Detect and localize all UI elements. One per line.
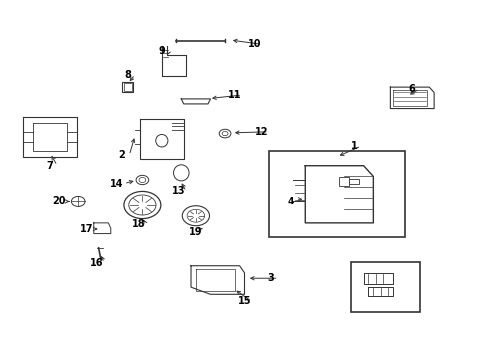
Bar [268,152,404,237]
Text: 4: 4 [287,197,293,206]
Circle shape [123,192,161,219]
Ellipse shape [156,134,167,147]
Circle shape [187,209,204,222]
Text: 18: 18 [131,219,145,229]
Text: 16: 16 [90,258,104,268]
Text: 7: 7 [46,161,53,171]
Text: 12: 12 [254,127,268,137]
Bar [123,83,131,91]
Text: 11: 11 [227,90,241,100]
Text: 6: 6 [408,84,415,94]
Circle shape [128,195,156,215]
Text: 3: 3 [267,273,274,283]
Text: 15: 15 [237,296,251,306]
Bar [339,177,348,186]
Circle shape [182,206,209,226]
Text: 1: 1 [350,141,357,151]
Text: 8: 8 [124,69,131,80]
Circle shape [136,175,148,185]
Circle shape [139,177,145,183]
Text: 19: 19 [189,227,202,237]
Circle shape [219,129,230,138]
Text: 13: 13 [172,186,185,197]
Bar [351,262,419,312]
Text: 9: 9 [158,46,165,56]
Text: 14: 14 [110,179,123,189]
Circle shape [71,197,85,206]
Ellipse shape [173,165,189,181]
Text: 17: 17 [80,224,93,234]
Bar [348,179,358,184]
Text: 20: 20 [52,197,65,206]
Text: 2: 2 [119,150,125,160]
Text: 10: 10 [247,39,261,49]
Circle shape [222,131,227,136]
Bar [122,82,133,93]
